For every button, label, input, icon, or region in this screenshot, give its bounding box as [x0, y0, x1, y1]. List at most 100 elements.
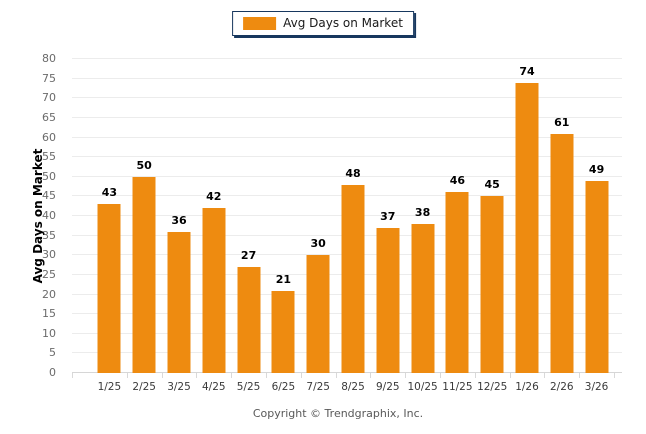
bar-slot: 37 9/25	[370, 59, 405, 393]
bar-value-label: 21	[275, 272, 292, 286]
bar-slot: 74 1/26	[510, 59, 545, 393]
bar	[202, 208, 226, 373]
bar-slot: 42 4/25	[196, 59, 231, 393]
axis-tick	[370, 373, 372, 378]
legend-label: Avg Days on Market	[283, 16, 403, 30]
bar-slot: 21 6/25	[266, 59, 301, 393]
bar	[585, 180, 609, 373]
bar	[167, 231, 191, 373]
x-tick-label: 3/26	[584, 381, 609, 393]
bar-value-label: 42	[206, 190, 222, 204]
y-tick-label: 45	[42, 189, 56, 203]
bar-value-label: 27	[240, 249, 257, 263]
x-tick-label: 1/26	[515, 381, 539, 393]
bar	[480, 196, 504, 373]
bar-value-label: 36	[171, 213, 187, 227]
bar	[341, 184, 365, 373]
bar-value-label: 43	[101, 186, 118, 200]
x-tick-label: 2/25	[132, 381, 156, 393]
gridline	[72, 58, 622, 59]
axis-tick	[405, 373, 407, 378]
bar-value-label: 37	[380, 209, 396, 223]
bar-value-label: 45	[484, 178, 500, 192]
bar-slot: 38 10/25	[405, 59, 440, 393]
bar	[550, 133, 574, 373]
bar-value-label: 74	[519, 64, 535, 78]
axis-tick	[196, 373, 198, 378]
bar-value-label: 61	[554, 115, 570, 129]
x-tick-label: 6/25	[271, 381, 296, 393]
x-tick-label: 12/25	[477, 381, 508, 393]
bar-slot: 48 8/25	[336, 59, 371, 393]
gridline	[72, 97, 622, 99]
bar-value-label: 48	[345, 166, 361, 180]
y-tick-label: 40	[42, 209, 56, 222]
bar-value-label: 49	[588, 162, 605, 176]
bar-value-label: 30	[310, 237, 326, 251]
axis-tick	[579, 373, 581, 378]
axis-tick	[509, 373, 511, 378]
axis-tick	[335, 373, 337, 378]
y-tick-label: 50	[42, 169, 56, 183]
axis-tick	[231, 373, 233, 378]
x-tick-label: 10/25	[407, 381, 438, 393]
x-tick-label: 8/25	[341, 381, 365, 393]
x-tick-label: 1/25	[97, 381, 122, 393]
y-tick-label: 35	[42, 228, 56, 242]
y-axis-tick-labels: 0 5 10 15 20 25 30 35 40 45 50 55 60 65 70 75 80	[0, 52, 64, 379]
axis-tick	[72, 373, 73, 378]
y-tick-label: 5	[49, 346, 56, 360]
copyright-text: Copyright © Trendgraphix, Inc.	[252, 407, 424, 420]
gridline	[72, 116, 622, 118]
y-tick-label: 25	[42, 267, 56, 281]
x-tick-label: 2/26	[549, 381, 574, 393]
legend-swatch	[243, 17, 277, 30]
gridline	[72, 136, 622, 138]
bar	[411, 223, 435, 373]
bar	[376, 227, 400, 373]
y-tick-label: 75	[42, 71, 56, 85]
bar-value-label: 38	[414, 205, 431, 219]
bar	[271, 290, 295, 373]
y-tick-label: 15	[42, 307, 56, 321]
bar-slot: 36 3/25	[162, 59, 197, 393]
bars-band: 43 1/25 50 2/25 36 3/25 42 4/25 27 5/25 21 6/25 30 7/…	[92, 59, 615, 393]
y-tick-label: 55	[42, 150, 56, 164]
y-tick-label: 60	[42, 130, 56, 144]
bar	[445, 192, 469, 373]
y-tick-label: 20	[42, 287, 56, 301]
legend: Avg Days on Market	[232, 11, 414, 36]
axis-tick	[474, 373, 476, 378]
bar	[237, 267, 261, 373]
bar-slot: 46 11/25	[440, 59, 475, 393]
bar	[97, 204, 121, 373]
axis-tick	[544, 373, 546, 378]
bar-value-label: 50	[136, 158, 152, 172]
gridline	[72, 77, 622, 79]
bar-slot: 30 7/25	[301, 59, 336, 393]
bar-slot: 43 1/25	[92, 59, 127, 393]
bar-value-label: 46	[449, 174, 466, 188]
x-tick-label: 5/25	[236, 381, 261, 393]
bar-slot: 45 12/25	[475, 59, 510, 393]
y-tick-label: 10	[42, 326, 56, 340]
axis-tick	[266, 373, 267, 378]
bar	[132, 176, 156, 373]
axis-tick	[300, 373, 302, 378]
gridline	[72, 156, 622, 158]
axis-tick	[161, 373, 163, 378]
bar	[306, 255, 330, 373]
bar-slot: 27 5/25	[231, 59, 266, 393]
x-tick-label: 9/25	[375, 381, 400, 393]
y-tick-label: 65	[42, 110, 56, 124]
y-tick-label: 0	[49, 366, 56, 379]
x-tick-label: 4/25	[201, 381, 226, 393]
bar-slot: 49 3/26	[579, 59, 614, 393]
plot-area: 43 1/25 50 2/25 36 3/25 42 4/25 27 5/25 21 6/25 30 7/…	[72, 58, 622, 393]
axis-tick	[440, 373, 441, 378]
bar-slot: 61 2/26	[544, 59, 579, 393]
y-tick-label: 80	[42, 52, 56, 65]
axis-tick	[126, 373, 128, 378]
gridline	[72, 175, 622, 177]
